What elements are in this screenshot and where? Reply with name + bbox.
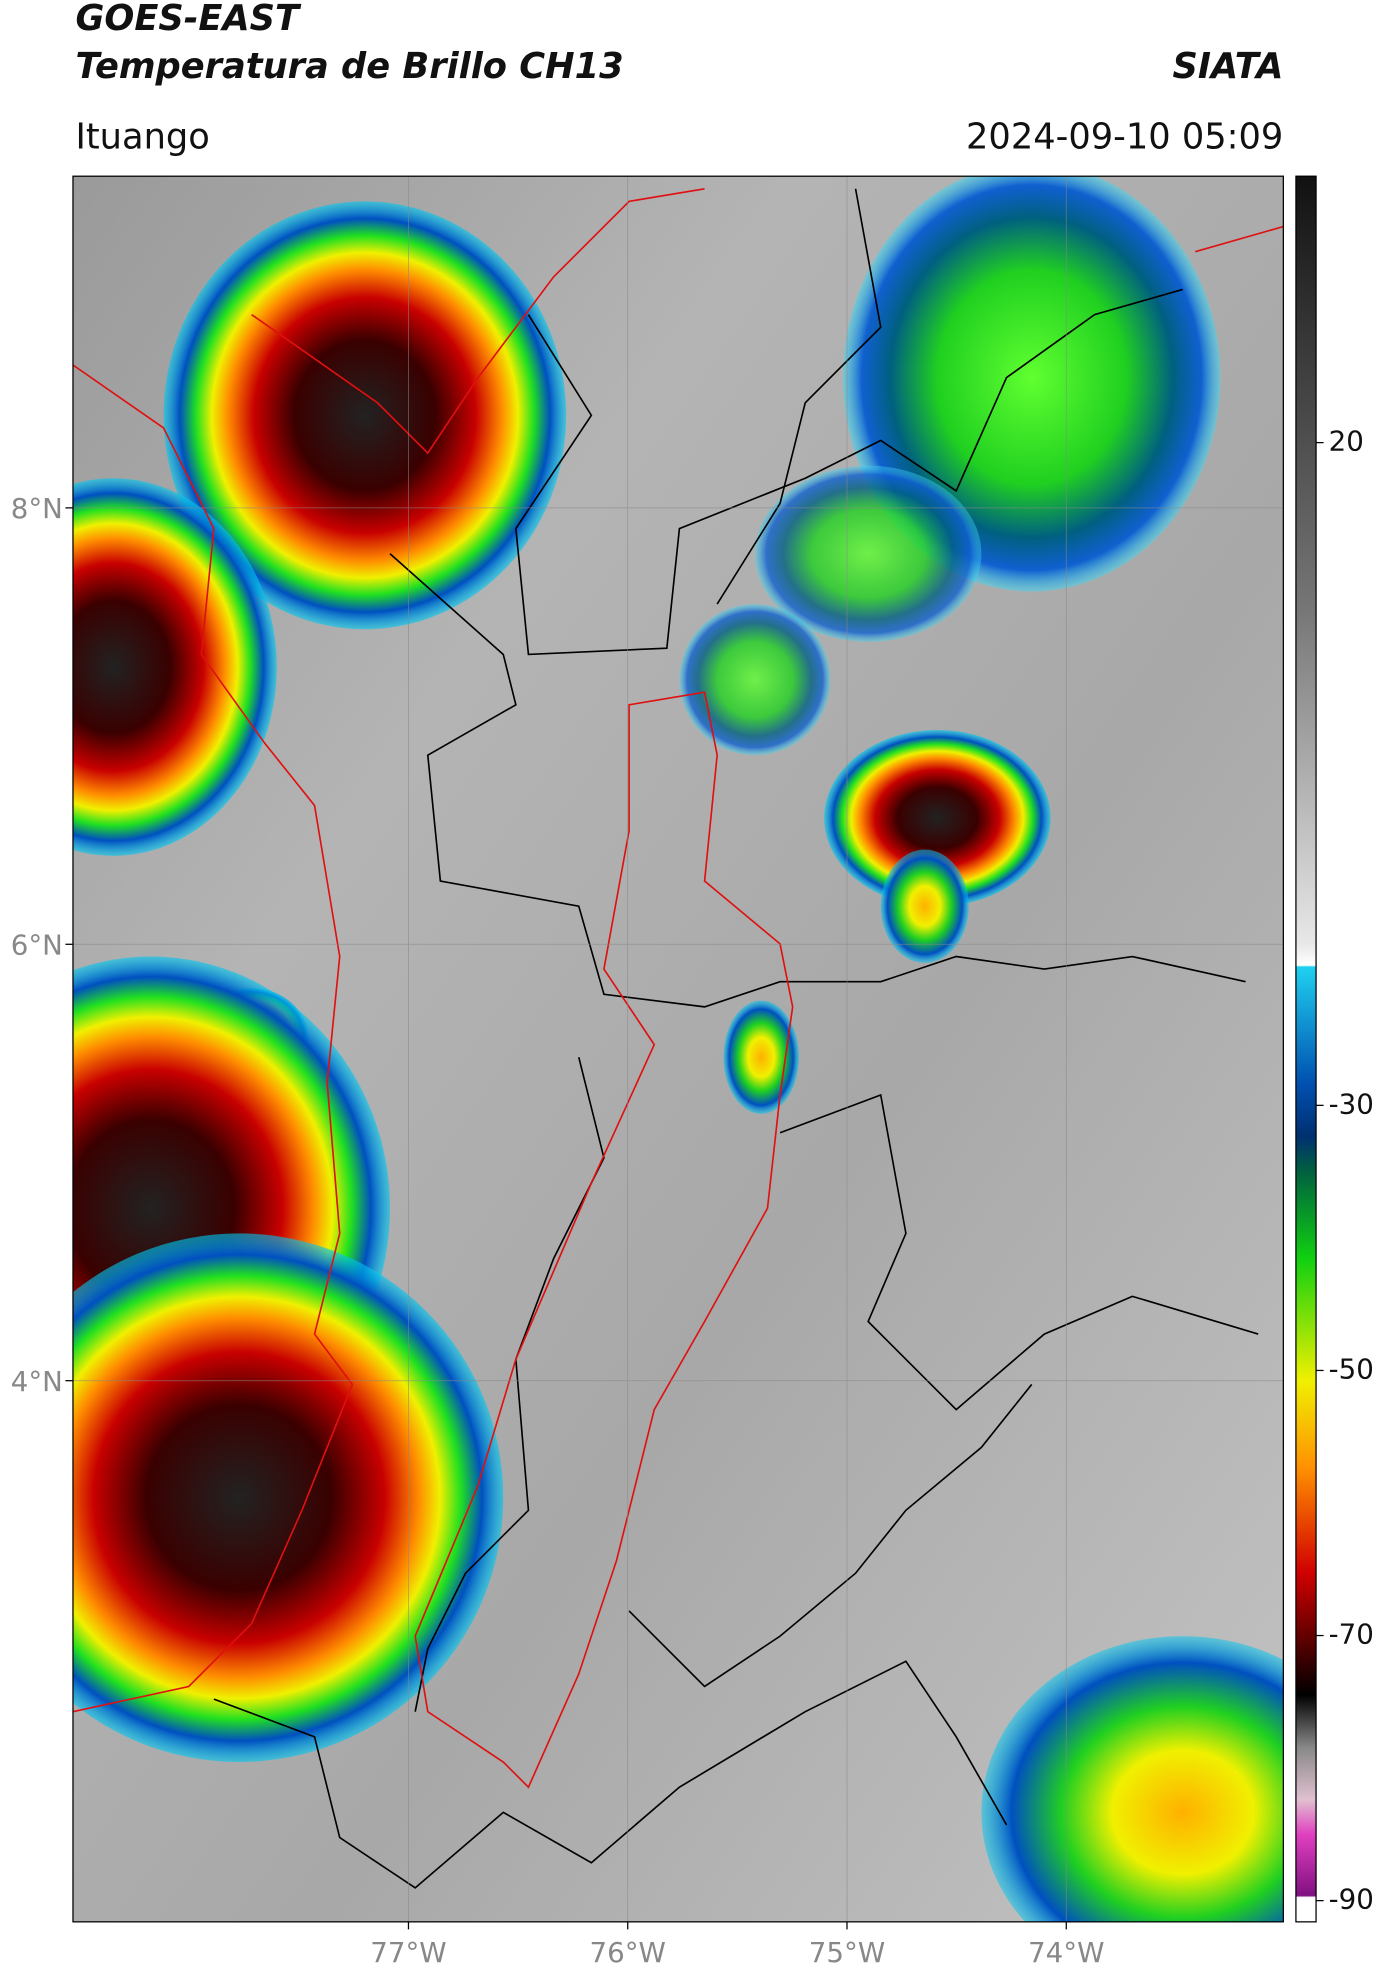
colorbar-tick-label: 20	[1329, 425, 1364, 458]
lon-tick-label: 77°W	[370, 1936, 446, 1969]
source-label: SIATA	[1172, 46, 1283, 87]
colorbar-tick-label: -50	[1329, 1352, 1374, 1385]
graticule	[72, 176, 1284, 1922]
colorbar-tick-label: -70	[1329, 1618, 1374, 1651]
lon-tick-label: 76°W	[590, 1936, 666, 1969]
colorbar-tick-label: -30	[1329, 1087, 1374, 1120]
colorbar-ticks: 20 -30 -50 -70 -90	[1316, 425, 1374, 1916]
datetime-label: 2024-09-10 05:09	[966, 117, 1283, 158]
map-frame	[72, 175, 1284, 1923]
lat-tick-label: 6°N	[11, 928, 63, 961]
colorbar-tick-label: -90	[1329, 1883, 1374, 1916]
product-title: Temperatura de Brillo CH13	[75, 46, 623, 87]
axis-ticks: 77°W 76°W 75°W 74°W 8°N 6°N 4°N	[11, 492, 1105, 1969]
colorbar	[1295, 175, 1317, 1923]
lon-tick-label: 74°W	[1028, 1936, 1104, 1969]
lat-tick-label: 8°N	[11, 492, 63, 525]
lat-tick-label: 4°N	[11, 1365, 63, 1398]
location-label: Ituango	[75, 117, 209, 158]
satellite-title: GOES-EAST	[75, 0, 302, 39]
lon-tick-label: 75°W	[809, 1936, 885, 1969]
satellite-image	[72, 176, 1284, 1922]
